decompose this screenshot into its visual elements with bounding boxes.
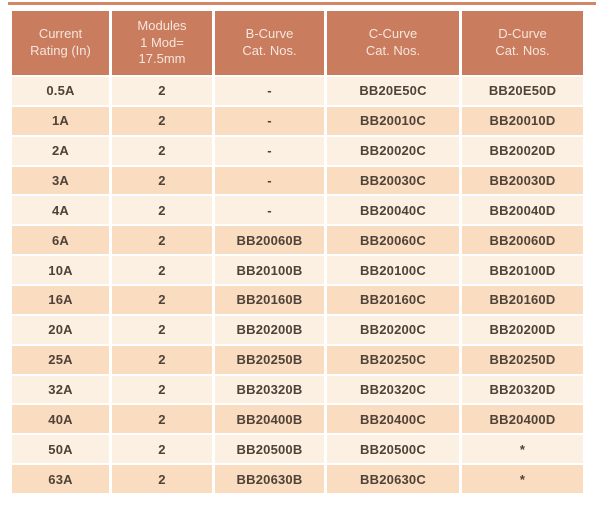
cell-modules: 2 (112, 315, 215, 346)
cell-modules: 2 (112, 136, 215, 167)
table-body: 0.5A 2- BB20E50C BB20E50D 1A 2- BB20010C BB2001… (12, 77, 583, 496)
cell-current-rating: 10A (12, 256, 112, 287)
cell-b-curve: BB20320B (215, 375, 327, 406)
cell-c-curve: BB20030C (327, 166, 462, 197)
cell-d-curve: * (462, 465, 583, 496)
cell-c-curve: BB20500C (327, 435, 462, 466)
table-row: 3A 2- BB20030C BB20030D (12, 166, 583, 197)
cell-c-curve: BB20E50C (327, 77, 462, 107)
cell-modules: 2 (112, 226, 215, 257)
cell-b-curve: BB20250B (215, 345, 327, 376)
cell-modules: 2 (112, 77, 215, 107)
header-b-curve: B-Curve Cat. Nos. (215, 11, 327, 77)
cell-d-curve: BB20250D (462, 345, 583, 376)
cell-b-curve: - (215, 166, 327, 197)
header-d-curve: D-Curve Cat. Nos. (462, 11, 583, 77)
cell-current-rating: 0.5A (12, 77, 112, 107)
cell-modules: 2 (112, 286, 215, 316)
cell-current-rating: 3A (12, 166, 112, 197)
cell-d-curve: BB20010D (462, 106, 583, 137)
cell-b-curve: - (215, 77, 327, 107)
cell-b-curve: BB20400B (215, 405, 327, 436)
top-rule (8, 2, 596, 5)
cell-c-curve: BB20020C (327, 136, 462, 167)
cell-modules: 2 (112, 256, 215, 287)
table-row: 2A 2- BB20020C BB20020D (12, 136, 583, 167)
cell-current-rating: 16A (12, 286, 112, 316)
cell-d-curve: BB20040D (462, 196, 583, 227)
cell-current-rating: 4A (12, 196, 112, 227)
header-modules: Modules 1 Mod= 17.5mm (112, 11, 215, 77)
cell-c-curve: BB20630C (327, 465, 462, 496)
table-row: 20A 2 BB20200B BB20200C BB20200D (12, 315, 583, 346)
cell-c-curve: BB20250C (327, 345, 462, 376)
cell-current-rating: 6A (12, 226, 112, 257)
cell-c-curve: BB20320C (327, 375, 462, 406)
table-row: 63A 2 BB20630B BB20630C * (12, 465, 583, 496)
cell-c-curve: BB20200C (327, 315, 462, 346)
table-row: 1A 2- BB20010C BB20010D (12, 106, 583, 137)
cell-d-curve: BB20100D (462, 256, 583, 287)
catalog-table: Current Rating (In) Modules 1 Mod= 17.5m… (12, 11, 583, 496)
cell-b-curve: BB20200B (215, 315, 327, 346)
table-row: 40A 2 BB20400B BB20400C BB20400D (12, 405, 583, 436)
cell-current-rating: 1A (12, 106, 112, 137)
cell-modules: 2 (112, 465, 215, 496)
cell-c-curve: BB20040C (327, 196, 462, 227)
cell-b-curve: - (215, 106, 327, 137)
cell-d-curve: BB20E50D (462, 77, 583, 107)
cell-b-curve: - (215, 136, 327, 167)
cell-modules: 2 (112, 166, 215, 197)
cell-d-curve: BB20160D (462, 286, 583, 316)
cell-c-curve: BB20160C (327, 286, 462, 316)
table-row: 10A 2 BB20100B BB20100C BB20100D (12, 256, 583, 287)
cell-current-rating: 32A (12, 375, 112, 406)
cell-b-curve: BB20630B (215, 465, 327, 496)
cell-d-curve: BB20060D (462, 226, 583, 257)
table-row: 25A 2 BB20250B BB20250C BB20250D (12, 345, 583, 376)
cell-current-rating: 25A (12, 345, 112, 376)
cell-c-curve: BB20060C (327, 226, 462, 257)
table-row: 4A 2- BB20040C BB20040D (12, 196, 583, 227)
cell-d-curve: BB20200D (462, 315, 583, 346)
cell-d-curve: BB20400D (462, 405, 583, 436)
table-row: 6A 2 BB20060B BB20060C BB20060D (12, 226, 583, 257)
cell-b-curve: BB20100B (215, 256, 327, 287)
cell-d-curve: * (462, 435, 583, 466)
cell-modules: 2 (112, 375, 215, 406)
cell-current-rating: 40A (12, 405, 112, 436)
cell-modules: 2 (112, 435, 215, 466)
cell-modules: 2 (112, 405, 215, 436)
cell-c-curve: BB20400C (327, 405, 462, 436)
cell-current-rating: 20A (12, 315, 112, 346)
header-current-rating: Current Rating (In) (12, 11, 112, 77)
cell-current-rating: 50A (12, 435, 112, 466)
cell-b-curve: - (215, 196, 327, 227)
table-header-row: Current Rating (In) Modules 1 Mod= 17.5m… (12, 11, 583, 77)
table-row: 0.5A 2- BB20E50C BB20E50D (12, 77, 583, 107)
cell-modules: 2 (112, 106, 215, 137)
cell-d-curve: BB20030D (462, 166, 583, 197)
table-row: 32A 2 BB20320B BB20320C BB20320D (12, 375, 583, 406)
cell-d-curve: BB20020D (462, 136, 583, 167)
cell-c-curve: BB20100C (327, 256, 462, 287)
cell-b-curve: BB20160B (215, 286, 327, 316)
cell-b-curve: BB20060B (215, 226, 327, 257)
header-c-curve: C-Curve Cat. Nos. (327, 11, 462, 77)
cell-current-rating: 63A (12, 465, 112, 496)
table-row: 50A 2 BB20500B BB20500C * (12, 435, 583, 466)
cell-c-curve: BB20010C (327, 106, 462, 137)
cell-d-curve: BB20320D (462, 375, 583, 406)
cell-current-rating: 2A (12, 136, 112, 167)
table-row: 16A 2 BB20160B BB20160C BB20160D (12, 286, 583, 316)
cell-b-curve: BB20500B (215, 435, 327, 466)
cell-modules: 2 (112, 345, 215, 376)
cell-modules: 2 (112, 196, 215, 227)
